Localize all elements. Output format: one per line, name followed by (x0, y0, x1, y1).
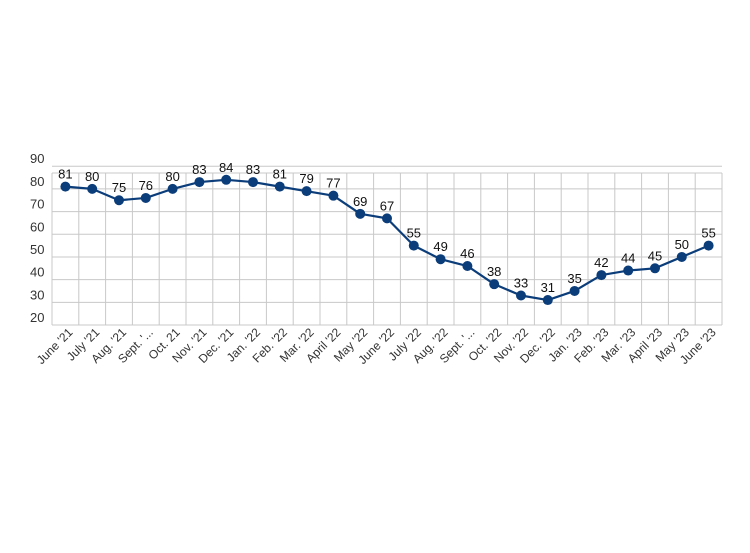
data-point (542, 295, 553, 306)
data-point (382, 213, 392, 224)
data-label: 38 (487, 264, 501, 279)
data-label: 67 (380, 198, 394, 213)
data-point (516, 290, 526, 301)
data-label: 33 (514, 276, 528, 291)
data-point (194, 177, 205, 188)
data-label: 81 (273, 167, 287, 182)
data-label: 46 (460, 246, 474, 261)
y-tick-label: 40 (30, 265, 44, 280)
data-label: 44 (621, 251, 635, 266)
data-point (221, 174, 232, 185)
data-label: 83 (246, 162, 260, 177)
data-point (623, 265, 634, 276)
y-tick-label: 70 (30, 197, 44, 212)
data-point (596, 270, 607, 281)
data-label: 42 (594, 255, 608, 270)
data-point (703, 240, 714, 251)
data-point (489, 279, 500, 290)
data-point (328, 190, 339, 201)
data-label: 31 (541, 280, 555, 295)
data-point (274, 181, 285, 192)
data-point (301, 186, 312, 197)
y-tick-label: 20 (30, 310, 44, 325)
data-label: 81 (58, 167, 72, 182)
series-line (60, 174, 714, 306)
data-label: 79 (299, 171, 313, 186)
data-point (676, 251, 687, 262)
data-label: 50 (675, 237, 689, 252)
data-label: 55 (701, 226, 715, 241)
data-labels: 81 80 75 76 80 83 84 83 81 79 77 69 67 55 49 46 38 33 31 35… (58, 160, 716, 295)
data-point (408, 240, 419, 251)
y-tick-label: 60 (30, 219, 44, 234)
data-label: 80 (85, 169, 99, 184)
y-tick-label: 80 (30, 174, 44, 189)
data-label: 80 (165, 169, 179, 184)
data-label: 45 (648, 248, 662, 263)
data-point (140, 192, 151, 203)
data-label: 69 (353, 194, 367, 209)
data-label: 84 (219, 160, 233, 175)
data-point (355, 208, 366, 219)
y-tick-label: 90 (30, 151, 44, 166)
data-label: 35 (567, 271, 581, 286)
data-point (87, 183, 98, 194)
chart-grid (51, 165, 723, 326)
data-label: 83 (192, 162, 206, 177)
data-point (569, 285, 580, 296)
data-point (248, 177, 258, 188)
data-label: 55 (407, 226, 421, 241)
data-label: 77 (326, 176, 340, 191)
y-tick-label: 30 (30, 287, 44, 302)
data-point (650, 263, 660, 274)
y-axis-ticks: 20 30 40 50 60 70 80 90 (30, 151, 44, 325)
data-point (60, 181, 71, 192)
data-point (167, 183, 178, 194)
data-label: 49 (433, 239, 447, 254)
data-point (462, 261, 473, 272)
data-point (114, 195, 124, 206)
data-label: 75 (112, 180, 126, 195)
data-point (435, 254, 446, 265)
y-tick-label: 50 (30, 242, 44, 257)
data-label: 76 (139, 178, 153, 193)
